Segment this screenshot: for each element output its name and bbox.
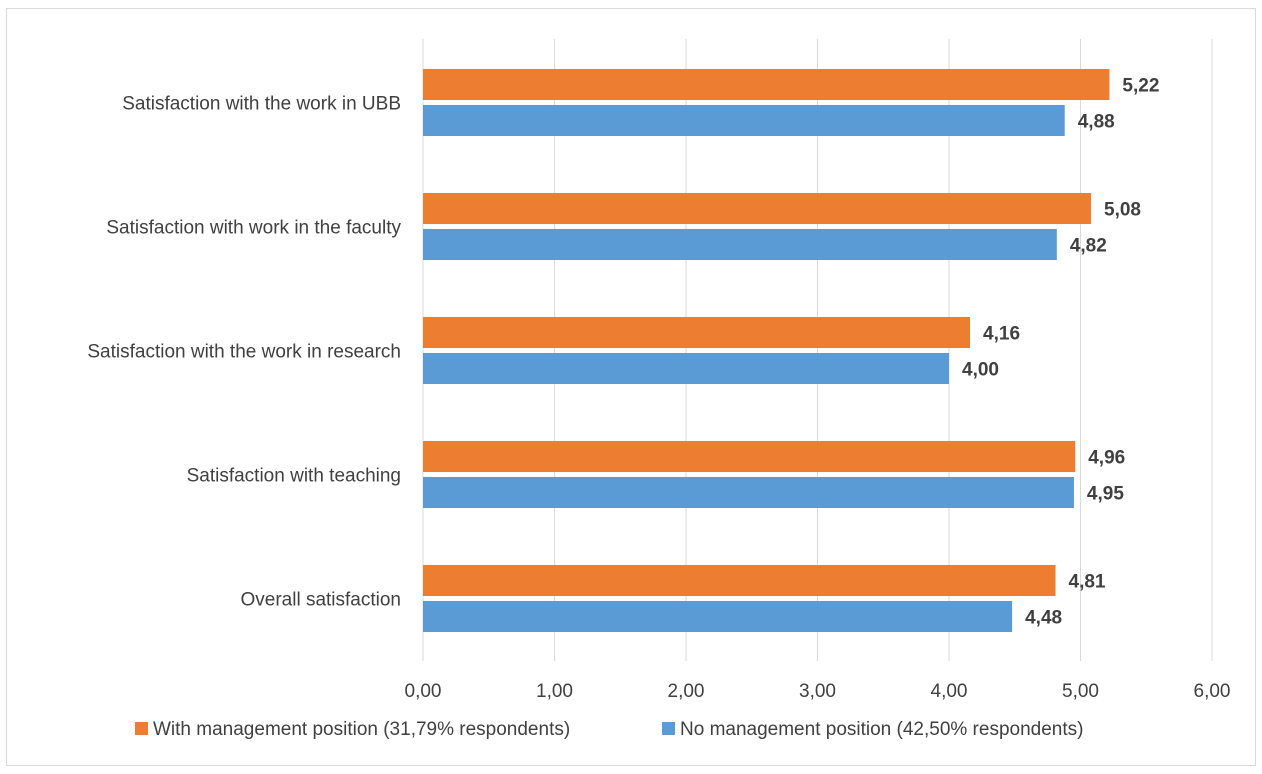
bar xyxy=(423,193,1092,224)
legend-entry: With management position (31,79% respond… xyxy=(153,719,570,740)
bar xyxy=(423,229,1057,260)
data-label: 5,08 xyxy=(1104,200,1141,221)
x-tick-labels: 0,00 1,00 2,00 3,00 4,00 5,00 6,00 xyxy=(405,681,1231,702)
bar-chart: Satisfaction with the work in UBB Satisfa… xyxy=(87,39,1231,740)
data-label: 4,16 xyxy=(983,324,1020,345)
data-label: 4,96 xyxy=(1088,448,1125,469)
x-tick-label: 4,00 xyxy=(931,681,968,702)
legend-entry: No management position (42,50% responden… xyxy=(680,719,1083,740)
legend-swatch xyxy=(662,722,675,735)
bar xyxy=(423,69,1110,100)
category-label: Overall satisfaction xyxy=(240,590,401,611)
bar xyxy=(423,105,1065,136)
data-label: 4,00 xyxy=(962,360,999,381)
category-label: Satisfaction with the work in research xyxy=(87,342,401,363)
gridlines xyxy=(422,39,1213,661)
bar xyxy=(423,565,1056,596)
data-label: 4,82 xyxy=(1070,236,1107,257)
bar xyxy=(423,441,1076,472)
bars xyxy=(423,69,1110,632)
category-labels: Satisfaction with the work in UBB Satisfa… xyxy=(87,94,401,611)
bar xyxy=(423,601,1013,632)
legend-swatch xyxy=(135,722,148,735)
chart-frame: Satisfaction with the work in UBB Satisfa… xyxy=(6,8,1256,766)
x-tick-label: 0,00 xyxy=(405,681,442,702)
bar xyxy=(423,353,949,384)
x-tick-label: 6,00 xyxy=(1194,681,1231,702)
x-tick-label: 5,00 xyxy=(1062,681,1099,702)
data-label: 4,81 xyxy=(1069,572,1106,593)
bar xyxy=(423,477,1074,508)
category-label: Satisfaction with work in the faculty xyxy=(106,218,401,239)
data-label: 4,95 xyxy=(1087,484,1124,505)
data-label: 4,88 xyxy=(1078,112,1115,133)
x-tick-label: 2,00 xyxy=(668,681,705,702)
x-tick-label: 3,00 xyxy=(799,681,836,702)
category-label: Satisfaction with teaching xyxy=(187,466,401,487)
data-label: 5,22 xyxy=(1122,76,1159,97)
x-tick-label: 1,00 xyxy=(536,681,573,702)
category-label: Satisfaction with the work in UBB xyxy=(122,94,401,115)
data-label: 4,48 xyxy=(1025,608,1062,629)
data-labels: 5,22 4,88 5,08 4,82 4,16 4,00 4,96 4,95 4,81 4,48 xyxy=(962,76,1159,629)
bar xyxy=(423,317,971,348)
legend: With management position (31,79% respond… xyxy=(135,719,1083,740)
